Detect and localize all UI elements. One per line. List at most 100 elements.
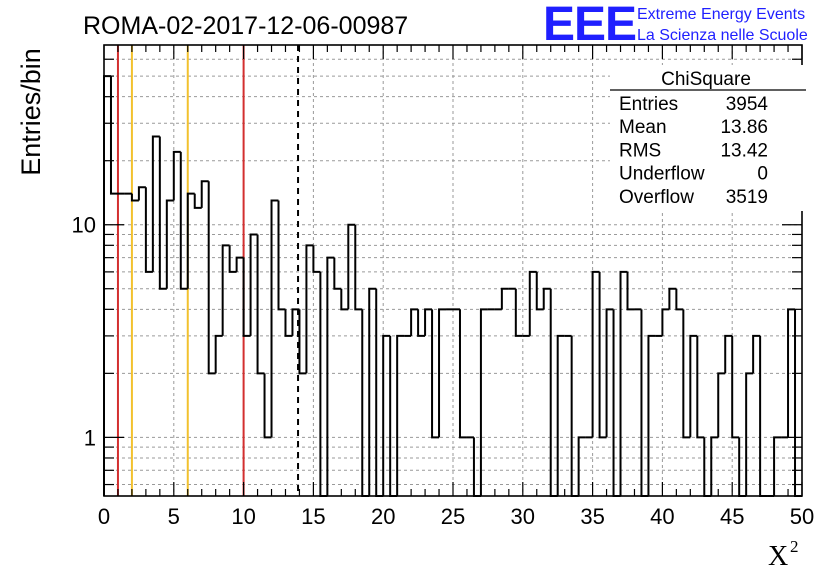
stats-row-label: RMS [619,140,661,161]
y-axis-label: Entries/bin [16,48,46,176]
histogram-bin [263,373,272,439]
histogram-bin [549,288,558,497]
histogram-bin [619,270,628,496]
histogram-bin [514,288,523,337]
stats-row-label: Entries [619,94,678,115]
histogram-bin [270,199,279,438]
eee-logo: EEE [543,0,636,51]
histogram-bin [347,223,356,310]
x-tick-label: 40 [650,504,674,529]
chart-title: ROMA-02-2017-12-06-00987 [83,12,408,40]
histogram-bin [724,334,733,374]
histogram-bin [340,288,349,311]
x-tick-label: 5 [168,504,180,529]
histogram-bin [109,76,118,195]
y-tick-label: 10 [72,213,96,238]
histogram-bin [214,334,223,374]
histogram-bin [221,244,230,336]
histogram-bin [396,334,405,496]
histogram-bin [773,436,782,496]
histogram-bin [158,136,167,290]
histogram-bin [500,287,509,310]
histogram-bin [731,335,740,439]
histogram-bin [144,187,153,273]
stats-row-value: 3954 [726,94,769,115]
stats-row-value: 0 [757,164,768,185]
stats-row-value: 13.86 [720,117,768,138]
histogram-bin [752,334,761,374]
histogram-bin [172,150,181,201]
histogram-bin [186,192,195,289]
histogram-bin [326,256,335,496]
histogram-bin [389,335,398,497]
histogram-bin [256,234,265,375]
histogram-bin [333,257,342,290]
x-tick-label: 0 [98,504,110,529]
x-tick-label: 45 [720,504,744,529]
stats-row-value: 3519 [726,187,768,208]
histogram-bin [438,308,447,438]
histogram-bin [479,308,488,496]
histogram-bin [207,181,216,375]
histogram-bin [458,309,467,439]
histogram-bin [682,309,691,439]
x-tick-label: 25 [441,504,465,529]
histogram-bin [298,309,307,375]
brand-line-1: Extreme Energy Events [637,6,805,23]
histogram-bin [640,309,649,497]
histogram-bin [675,288,684,311]
histogram-bin [696,335,705,439]
x-tick-label: 30 [511,504,535,529]
histogram-bin [661,308,670,336]
stats-row-value: 13.42 [720,140,768,161]
histogram-bin [598,271,607,439]
tick-labels: 0 5 10 15 20 25 30 35 40 45 50 1 10 [72,213,815,529]
histogram-bin [431,309,440,439]
stats-box-background [610,65,806,211]
histogram-bin [570,335,579,497]
histogram-bin [305,244,314,374]
histogram-bin [647,334,656,496]
histogram-bin [235,256,244,272]
stats-row-label: Overflow [619,187,694,208]
histogram-bin [410,308,419,336]
histogram-bin [424,308,433,336]
stats-rows: Entries 3954 Mean 13.86 RMS 13.42 Underflow 0 Ov… [619,94,768,208]
histogram-bin [745,372,754,496]
histogram-bin [375,288,384,497]
histogram-bin [103,75,111,496]
histogram-bin [612,309,621,497]
histogram-bin [535,271,544,311]
histogram-bin [193,193,202,209]
x-tick-label: 10 [231,504,255,529]
x-tick-label: 20 [371,504,395,529]
histogram-bin [228,245,237,273]
stats-box: ChiSquare Entries 3954 Mean 13.86 RMS 13.42 Un… [610,65,806,211]
histogram-bin [528,270,537,336]
histogram-bin [605,308,614,438]
histogram-bin [361,309,370,497]
histogram-bin [577,436,586,496]
histogram-bin [556,334,565,496]
x-axis-label: X [768,541,788,572]
histogram-bin [284,309,293,337]
histogram-bin [626,271,635,311]
histogram-bin [738,437,747,497]
stats-box-title: ChiSquare [661,69,751,90]
x-tick-label: 50 [790,504,814,529]
brand-line-2: La Scienza nelle Scuole [637,27,808,44]
histogram-bin [417,309,426,337]
histogram-bin [703,437,712,497]
histogram-bin [312,245,321,273]
histogram-bin [151,135,160,272]
histogram-bin [759,335,768,497]
histogram-bin [179,151,188,290]
x-tick-label: 15 [301,504,325,529]
histogram-bin [200,180,209,208]
x-tick-label: 35 [580,504,604,529]
histogram-bin [668,287,677,310]
histogram-bin [794,309,802,497]
histogram-bin [542,287,551,310]
histogram-bin [249,233,258,336]
